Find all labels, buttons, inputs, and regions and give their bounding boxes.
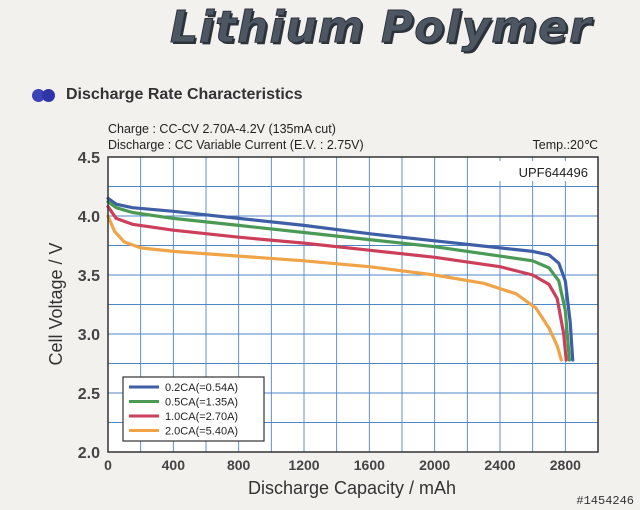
series-line	[106, 205, 568, 362]
legend: 0.2CA(=0.54A) 0.5CA(=1.35A) 1.0CA(=2.70A) 2…	[122, 376, 265, 442]
model-label-box	[494, 161, 592, 181]
brand-title: Lithium Polymer	[170, 2, 592, 54]
x-tick-label: 2000	[419, 457, 450, 473]
y-tick-label: 4.0	[78, 209, 100, 226]
x-tick-label: 400	[162, 457, 186, 473]
model-label: UPF644496	[519, 165, 588, 180]
series-lines	[106, 196, 575, 362]
x-tick-label: 2800	[550, 457, 581, 473]
charge-condition: Charge : CC-CV 2.70A-4.2V (135mA cut)	[108, 122, 336, 136]
legend-entry: 0.2CA(=0.54A)	[165, 382, 238, 394]
tick-labels: 0 400 800 1200 1600 2000 2400 2800 2.0 2.5 3.0 3.5 4…	[78, 150, 581, 473]
bullet-dots-icon	[32, 88, 60, 102]
x-tick-label: 1600	[354, 457, 385, 473]
x-tick-label: 1200	[288, 457, 319, 473]
discharge-condition: Discharge : CC Variable Current (E.V. : …	[108, 138, 364, 152]
temperature-label: Temp.:20℃	[532, 138, 598, 152]
plot-frame	[107, 156, 599, 453]
y-tick-label: 4.5	[78, 150, 100, 167]
section-heading: Discharge Rate Characteristics	[32, 86, 303, 104]
section-label: Discharge Rate Characteristics	[66, 86, 303, 103]
legend-entry: 2.0CA(=5.40A)	[165, 426, 238, 438]
x-tick-label: 800	[227, 457, 251, 473]
series-line	[106, 214, 563, 362]
y-tick-label: 3.0	[78, 327, 100, 344]
series-line	[106, 200, 571, 362]
y-tick-label: 2.0	[78, 445, 100, 462]
series-line	[106, 196, 575, 362]
watermark-id: #1454246	[576, 494, 634, 508]
y-axis-label: Cell Voltage / V	[46, 242, 66, 365]
x-tick-label: 0	[104, 457, 112, 473]
x-axis-label: Discharge Capacity / mAh	[248, 478, 456, 498]
y-tick-label: 2.5	[78, 386, 100, 403]
y-tick-label: 3.5	[78, 268, 100, 285]
legend-entry: 1.0CA(=2.70A)	[165, 411, 238, 423]
x-tick-label: 2400	[484, 457, 515, 473]
legend-entry: 0.5CA(=1.35A)	[165, 397, 238, 409]
